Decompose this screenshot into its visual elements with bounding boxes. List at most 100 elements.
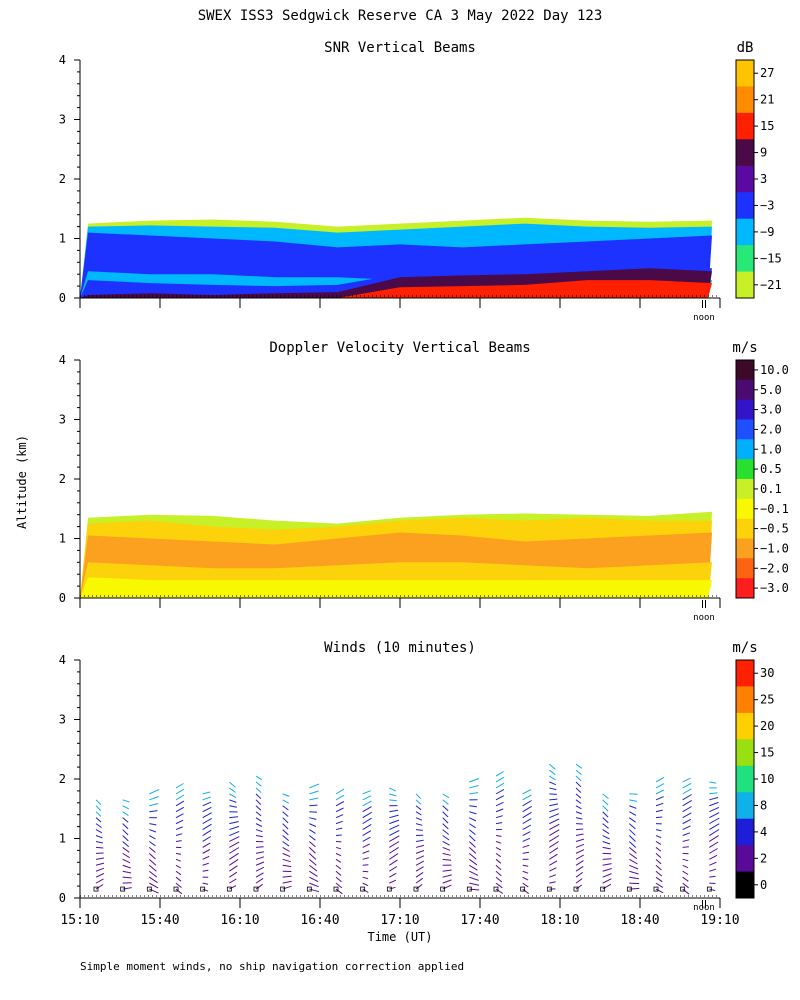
wind-barb	[522, 888, 530, 894]
wind-profile	[226, 781, 240, 892]
calm-marker	[333, 886, 339, 892]
wind-barb	[602, 873, 612, 878]
wind-barb	[335, 794, 345, 801]
wind-barb	[495, 835, 502, 837]
wind-barb	[149, 810, 158, 813]
wind-barb	[255, 811, 262, 817]
wind-barb	[602, 793, 609, 799]
wind-barb	[389, 814, 399, 819]
calm-marker	[146, 886, 152, 892]
wind-barb	[629, 887, 640, 890]
wind-barb	[495, 888, 504, 894]
wind-barb	[629, 799, 638, 802]
wind-barb	[282, 846, 290, 852]
y-tick-label: 3	[59, 113, 66, 127]
wind-barb	[495, 822, 503, 825]
wind-barb	[655, 864, 662, 871]
wind-barb	[709, 861, 717, 866]
wind-barb	[469, 785, 479, 789]
wind-barb	[255, 781, 262, 787]
colorbar-label: 1.0	[760, 442, 782, 456]
wind-barb	[442, 884, 452, 890]
colorbar-swatch	[736, 818, 754, 846]
wind-barb	[415, 877, 423, 884]
colorbar-label: −2.0	[760, 561, 789, 575]
y-tick-label: 3	[59, 413, 66, 427]
wind-barb	[362, 843, 371, 848]
x-tick-label: 19:10	[700, 913, 739, 928]
wind-barb	[442, 869, 452, 872]
wind-barb	[95, 846, 104, 849]
wind-barb	[442, 805, 449, 812]
wind-barb	[175, 864, 182, 869]
wind-barb	[175, 806, 185, 813]
y-tick-label: 1	[59, 532, 66, 546]
colorbar-label: 27	[760, 66, 774, 80]
wind-barb	[522, 837, 531, 842]
wind-profile	[653, 776, 665, 894]
wind-barb	[442, 846, 451, 851]
calm-marker	[626, 886, 632, 892]
wind-barb	[175, 833, 183, 837]
x-tick-label: 15:10	[60, 913, 99, 928]
wind-barb	[175, 876, 182, 882]
wind-barb	[655, 858, 662, 865]
wind-profile	[173, 783, 185, 895]
wind-barb	[682, 864, 689, 869]
colorbar-swatch	[736, 739, 754, 767]
wind-barb	[309, 783, 320, 789]
wind-barb	[362, 811, 372, 819]
wind-barb	[362, 795, 372, 801]
wind-barb	[335, 820, 343, 825]
wind-barb	[148, 853, 156, 860]
wind-barb	[442, 841, 450, 846]
wind-barb	[495, 815, 503, 819]
wind-barb	[575, 817, 583, 820]
wind-barb	[628, 829, 636, 836]
wind-barb	[575, 838, 585, 842]
wind-barb	[202, 862, 209, 866]
wind-barb	[309, 835, 316, 841]
wind-barb	[468, 835, 476, 842]
y-tick-label: 2	[59, 772, 66, 786]
wind-barb	[149, 803, 159, 807]
wind-barb	[282, 817, 289, 824]
wind-barb	[309, 882, 319, 888]
colorbar-swatch	[736, 845, 754, 872]
wind-barb	[202, 869, 209, 872]
colorbar-swatch	[736, 360, 754, 381]
wind-barb	[575, 775, 582, 782]
wind-barb	[309, 797, 319, 801]
wind-barb	[335, 834, 342, 837]
wind-barb	[549, 787, 557, 791]
wind-barb	[282, 880, 292, 884]
wind-barb	[522, 794, 532, 801]
wind-barb	[362, 823, 372, 831]
wind-barb	[415, 805, 422, 811]
wind-barb	[602, 858, 612, 860]
wind-barb	[202, 796, 211, 801]
calm-marker	[706, 886, 712, 892]
wind-profile	[386, 787, 400, 892]
wind-profile	[600, 793, 612, 892]
wind-barb	[149, 876, 158, 884]
wind-profile	[573, 763, 585, 892]
wind-barb	[415, 799, 422, 805]
y-tick-label: 4	[59, 653, 66, 667]
wind-barb	[415, 829, 423, 831]
colorbar-label: 30	[760, 666, 774, 680]
wind-barb	[229, 816, 239, 819]
heat-layer-4	[80, 577, 712, 598]
wind-barb	[682, 876, 689, 882]
wind-barb	[122, 799, 130, 803]
wind-barb	[549, 775, 556, 781]
wind-profile	[413, 793, 425, 892]
x-tick-label: 16:40	[300, 913, 339, 928]
wind-profile	[306, 783, 320, 893]
wind-barb	[122, 805, 130, 810]
wind-profile	[360, 790, 372, 893]
wind-barb	[522, 805, 532, 813]
wind-barb	[629, 858, 638, 865]
colorbar-swatch	[736, 578, 754, 599]
